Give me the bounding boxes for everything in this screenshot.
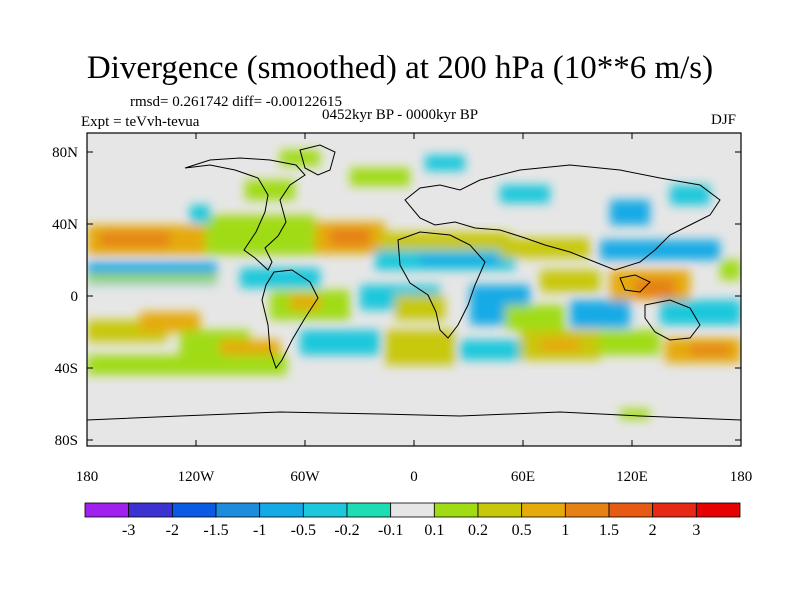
lon-tick-label: 60E xyxy=(511,469,535,485)
colorbar-label: 0.2 xyxy=(468,522,488,539)
season-label: DJF xyxy=(711,112,737,128)
colorbar-swatch xyxy=(608,502,654,518)
stats-line: rmsd= 0.261742 diff= -0.00122615 xyxy=(130,94,343,110)
colorbar-label: -1 xyxy=(253,522,266,539)
lon-tick-label: 120E xyxy=(616,469,648,485)
colorbar-label: -1.5 xyxy=(203,522,228,539)
colorbar-swatch xyxy=(215,502,261,518)
colorbar-label: 0.1 xyxy=(424,522,444,539)
colorbar-swatch xyxy=(695,502,741,518)
colorbar-label: 1 xyxy=(561,522,569,539)
experiment-label: Expt = teVvh-tevua xyxy=(81,114,200,130)
period-label: 0452kyr BP - 0000kyr BP xyxy=(322,107,479,123)
latitude-axis: 80N 40N 0 40S 80S xyxy=(52,145,741,449)
colorbar-label: 1.5 xyxy=(599,522,619,539)
colorbar-swatch xyxy=(652,502,697,518)
lat-tick-label: 40S xyxy=(55,361,78,377)
coastlines xyxy=(87,144,741,421)
colorbar-swatch xyxy=(128,502,173,518)
colorbar-label: -0.1 xyxy=(378,522,403,539)
colorbar-swatch xyxy=(171,502,217,518)
colorbar-label: -0.2 xyxy=(334,522,359,539)
lat-tick-label: 0 xyxy=(71,289,79,305)
divergence-field xyxy=(87,150,741,419)
colorbar-swatch xyxy=(346,502,392,518)
lat-tick-label: 40N xyxy=(52,217,78,233)
colorbar-swatch xyxy=(521,502,566,518)
lon-tick-label: 180 xyxy=(76,469,99,485)
colorbar-label: 0.5 xyxy=(512,522,532,539)
lon-tick-label: 180 xyxy=(730,469,753,485)
lon-tick-label: 60W xyxy=(290,469,320,485)
lon-tick-label: 120W xyxy=(178,469,216,485)
lon-tick-label: 0 xyxy=(410,469,418,485)
lat-tick-label: 80N xyxy=(52,145,78,161)
colorbar-label: -3 xyxy=(122,522,135,539)
colorbar-swatch xyxy=(302,502,348,518)
colorbar-swatch xyxy=(259,502,304,518)
colorbar-label: -0.5 xyxy=(291,522,316,539)
colorbar: -3 -2 -1.5 -1 -0.5 -0.2 -0.1 0.1 0.2 0.5 1 1.5 2 3 xyxy=(84,502,741,539)
colorbar-swatch xyxy=(433,502,479,518)
colorbar-swatch xyxy=(477,502,523,518)
colorbar-label: 3 xyxy=(692,522,700,539)
longitude-axis: 180 120W 60W 0 60E 120E 180 xyxy=(76,133,753,485)
colorbar-swatch xyxy=(84,502,130,518)
colorbar-swatch xyxy=(390,502,435,518)
lat-tick-label: 80S xyxy=(55,433,78,449)
plot-title: Divergence (smoothed) at 200 hPa (10**6 … xyxy=(86,50,714,86)
colorbar-label: -2 xyxy=(166,522,179,539)
colorbar-label: 2 xyxy=(649,522,657,539)
colorbar-swatch xyxy=(564,502,610,518)
